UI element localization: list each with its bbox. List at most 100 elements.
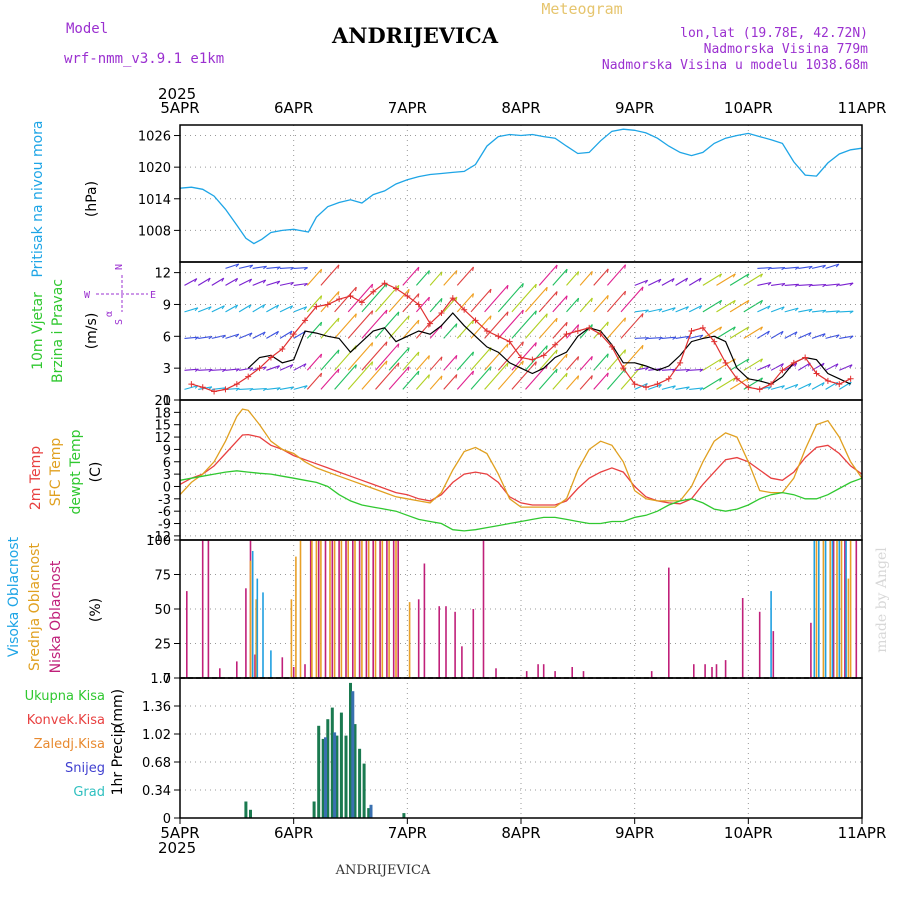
wind-arrow-head [644,367,649,371]
clouds-ytick-label: 75 [154,569,171,584]
precip-bar [339,712,343,818]
wind-arrow [552,295,568,313]
wind-arrow-head [849,364,853,369]
wind-arrow [306,268,323,286]
wind-arrow [456,266,474,286]
wind-gust-point [631,381,638,388]
wind-arrow [839,282,854,286]
precip-bar [349,682,352,818]
wind-arrow [606,368,626,390]
wind-arrow [525,286,548,313]
wind-arrow [388,366,410,390]
wind-arrow-head [262,331,266,336]
wind-arrow [661,368,676,371]
precip-bar [312,801,316,818]
precip-side-labels: 1hr Precip (mm) Ukupna Kisa Konvek.Kisa Za… [25,689,126,800]
wind-arrow [620,344,644,371]
wind-gust-point [608,343,615,350]
clouds-bar [270,650,272,678]
wind-arrow [334,286,357,313]
wind-arrow-head [822,309,827,314]
precip-ytick-label: 1.7 [150,672,171,687]
wind-arrow [211,305,225,313]
wind-arrow [306,353,323,371]
wind-arrow-head [835,363,839,368]
x-tick-label-bottom: 6APR [274,824,313,842]
wind-arrow [266,387,281,390]
wind-arrow-head [835,310,840,314]
clouds-ytick-label: 0 [163,672,171,687]
wind-arrow [648,384,662,390]
wind-arrow [415,296,430,313]
clouds-bar [347,540,349,678]
wind-arrow [729,358,750,371]
wind-arrow [743,273,763,286]
wind-arrow [757,363,771,371]
wind-arrow-head [685,386,690,390]
wind-arrow [798,382,812,390]
wind-arrow [347,342,374,371]
clouds-bar [236,661,238,678]
wind-arrow-head [303,267,308,271]
wind-arrow-head [699,387,704,391]
wind-side-labels: 10m Vjetar Brzina i Pravac (m/s) N S W E… [30,264,156,383]
wind-arrow-head [263,366,267,371]
wind-gust-point [188,381,195,388]
wind-arrow [620,364,644,390]
wind-arrow-head [221,305,225,310]
wind-arrow [566,324,580,339]
wind-arrow [648,308,663,313]
clouds-ytick-label: 100 [146,534,171,549]
wind-arrow-head [795,266,799,270]
wind-arrow [552,372,568,390]
wind-arrow [293,330,306,339]
wind-ylabel-1: 10m Vjetar [30,292,46,370]
clouds-bar [365,540,368,678]
wind-gust-point [438,309,445,316]
wind-arrow [375,362,400,390]
clouds-bar [361,540,363,678]
wind-gust-point [677,359,684,366]
temperature-ytick-label: 9 [163,443,171,458]
wind-arrow [252,279,266,286]
wind-arrow-head [699,305,703,310]
wind-arrow-head [766,330,770,335]
wind-arrow [702,273,722,286]
wind-arrow-head [207,277,211,282]
wind-arrow-head [822,284,827,288]
wind-gust-point [847,375,854,382]
clouds-bar [333,540,336,678]
wind-arrow [402,293,420,313]
wind-arrow-head [385,360,388,365]
wind-arrow-head [672,307,676,311]
wind-arrow-head [397,311,400,316]
clouds-bar [845,540,847,678]
clouds-bar [397,540,399,678]
wind-gust-point [324,301,331,308]
precip-bar [335,735,339,818]
wind-arrow-head [641,345,644,350]
precip-bar [358,748,362,818]
x-tick-label-top: 6APR [274,99,313,117]
wind-arrow-head [590,356,593,361]
wind-arrow [279,386,294,390]
wind-ylabel-2: Brzina i Pravac [50,279,66,383]
wind-arrow-head [428,355,430,360]
precip-ylabel: 1hr Precip [110,725,126,796]
precip-legend-item: Grad [73,785,105,800]
precip-bar [353,724,357,818]
wind-arrow [238,278,252,286]
clouds-bar [824,540,827,678]
clouds-bar [417,599,420,678]
clouds-bar [711,667,713,678]
wind-arrow [593,295,609,313]
clouds-bar [304,664,306,678]
wind-arrow [375,311,400,339]
clouds-bar [340,540,343,678]
clouds-bar [461,646,463,678]
clouds-bar [832,540,835,678]
wind-arrow [225,333,239,339]
wind-arrow-head [671,278,675,283]
wind-arrow-head [658,308,663,312]
wind-arrow [511,361,537,390]
